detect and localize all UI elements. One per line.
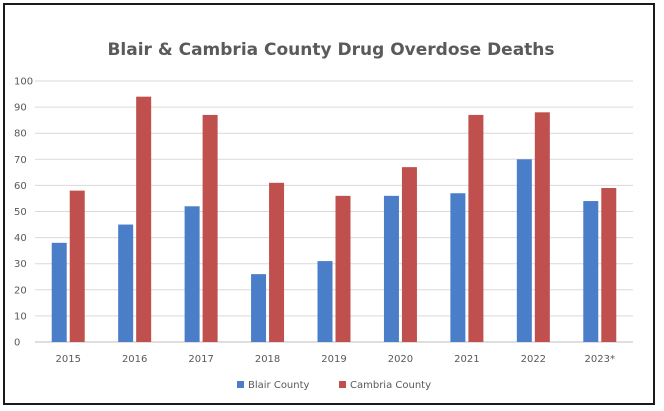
bars — [51, 96, 617, 343]
x-tick-label: 2020 — [388, 354, 413, 365]
y-axis: 0 10 20 30 40 50 60 70 80 90 100 — [14, 77, 33, 349]
gridlines — [35, 80, 633, 343]
bar-chart: Blair & Cambria County Drug Overdose Dea… — [14, 40, 633, 391]
bar-cambria-2020 — [401, 167, 417, 342]
bar-cambria-2015 — [69, 190, 85, 342]
bar-blair-2023 — [583, 201, 599, 342]
bar-blair-2016 — [118, 224, 134, 342]
bar-cambria-2017 — [202, 114, 218, 343]
legend-label-cambria: Cambria County — [350, 380, 431, 391]
y-tick-label: 50 — [14, 207, 27, 218]
y-tick-label: 80 — [14, 129, 27, 140]
x-tick-label: 2021 — [454, 354, 479, 365]
y-tick-label: 30 — [14, 259, 27, 270]
legend-swatch-cambria — [339, 381, 346, 388]
y-tick-label: 0 — [14, 338, 20, 349]
y-tick-label: 100 — [14, 77, 33, 88]
legend-label-blair: Blair County — [248, 380, 310, 391]
bar-blair-2019 — [317, 261, 333, 342]
x-tick-label: 2019 — [321, 354, 346, 365]
y-tick-label: 70 — [14, 155, 27, 166]
x-axis: 2015 2016 2017 2018 2019 2020 2021 2022 2023* — [55, 354, 615, 365]
bar-blair-2015 — [51, 242, 67, 342]
legend: Blair County Cambria County — [237, 380, 431, 391]
x-tick-label: 2017 — [188, 354, 213, 365]
x-tick-label: 2016 — [122, 354, 147, 365]
chart-title: Blair & Cambria County Drug Overdose Dea… — [107, 40, 554, 60]
bar-blair-2021 — [450, 193, 466, 342]
x-tick-label: 2023* — [585, 354, 615, 365]
legend-swatch-blair — [237, 381, 244, 388]
bar-blair-2017 — [184, 206, 200, 342]
bar-cambria-2019 — [335, 195, 351, 342]
y-tick-label: 10 — [14, 311, 27, 322]
y-tick-label: 90 — [14, 103, 27, 114]
bar-blair-2020 — [383, 195, 399, 342]
bar-cambria-2016 — [136, 96, 152, 342]
bar-cambria-2022 — [534, 112, 550, 342]
bar-cambria-2023 — [601, 188, 617, 342]
y-tick-label: 60 — [14, 181, 27, 192]
x-tick-label: 2022 — [521, 354, 546, 365]
bar-cambria-2018 — [269, 182, 285, 342]
chart-frame: Blair & Cambria County Drug Overdose Dea… — [3, 3, 655, 405]
bar-blair-2018 — [251, 274, 267, 342]
bar-cambria-2021 — [468, 114, 484, 343]
y-tick-label: 40 — [14, 233, 27, 244]
y-tick-label: 20 — [14, 285, 27, 296]
x-tick-label: 2015 — [55, 354, 80, 365]
bar-blair-2022 — [516, 159, 532, 342]
x-tick-label: 2018 — [255, 354, 280, 365]
